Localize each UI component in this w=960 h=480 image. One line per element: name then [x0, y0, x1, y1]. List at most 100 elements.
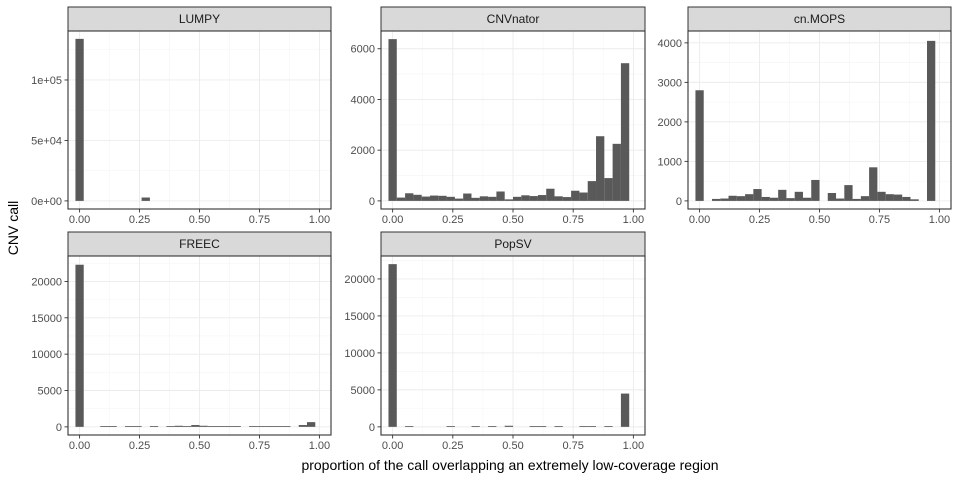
histogram-bar	[471, 426, 480, 427]
x-tick-label: 0.50	[809, 214, 830, 226]
histogram-bar	[529, 426, 538, 427]
histogram-bar	[529, 196, 538, 201]
y-tick-label: 4000	[351, 94, 375, 106]
histogram-bar	[479, 196, 489, 201]
histogram-bar	[108, 426, 117, 427]
y-tick-label: 20000	[344, 274, 375, 286]
y-tick-label: 1000	[658, 156, 682, 168]
x-axis-title: proportion of the call overlapping an ex…	[301, 457, 718, 473]
histogram-bar	[133, 426, 142, 427]
y-tick-label: 1e+05	[31, 75, 62, 87]
x-tick-label: 0.25	[749, 214, 770, 226]
histogram-bar	[496, 191, 505, 201]
x-tick-label: 0.75	[249, 440, 270, 452]
histogram-bar	[100, 426, 109, 427]
y-tick-label: 5000	[38, 386, 62, 398]
x-tick-label: 0.00	[689, 214, 710, 226]
facet-strip	[380, 6, 646, 32]
histogram-bar	[413, 194, 422, 201]
histogram-bar	[587, 426, 597, 427]
facet-strip	[67, 6, 332, 32]
histogram-bar	[396, 197, 406, 201]
x-tick-label: 0.50	[502, 214, 523, 226]
x-tick-label: 0.50	[502, 440, 523, 452]
histogram-bar	[720, 198, 729, 201]
histogram-bar	[265, 426, 274, 427]
x-tick-label: 0.75	[869, 214, 890, 226]
histogram-bar	[471, 197, 480, 201]
x-tick-label: 0.50	[189, 440, 210, 452]
histogram-bar	[307, 422, 316, 427]
histogram-bar	[579, 426, 588, 427]
histogram-bar	[554, 196, 563, 201]
histogram-bar	[488, 426, 497, 427]
histogram-bar	[149, 426, 159, 427]
x-tick-label: 1.00	[929, 214, 950, 226]
y-tick-label: 15000	[31, 313, 62, 325]
histogram-bar	[429, 195, 439, 201]
facet-panel-cn-mops: cn.MOPS 0.00 0.25 0.50 0.75 1.00 0 1000 2000 3000…	[658, 6, 952, 226]
histogram-bar	[761, 196, 770, 201]
histogram-bar	[852, 198, 861, 201]
histogram-bar	[298, 425, 308, 427]
histogram-bar	[794, 191, 803, 201]
histogram-bar	[454, 198, 464, 201]
y-tick-label: 0	[56, 422, 62, 434]
histogram-bar	[769, 197, 779, 201]
histogram-bar	[282, 426, 291, 427]
histogram-bar	[504, 199, 514, 201]
histogram-bar	[388, 39, 397, 201]
histogram-bar	[587, 181, 597, 201]
y-tick-label: 0	[369, 196, 375, 208]
y-tick-label: 5000	[351, 385, 375, 397]
histogram-bar	[562, 197, 572, 201]
histogram-bar	[125, 426, 134, 427]
histogram-bar	[612, 143, 621, 201]
y-tick-label: 2000	[658, 117, 682, 129]
histogram-bar	[786, 198, 795, 201]
x-tick-label: 0.25	[442, 440, 463, 452]
histogram-bar	[405, 426, 414, 427]
facet-panels: LUMPY 0.00 0.25 0.50 0.75 1.00 0e+00 5e+04 1e+05…	[31, 6, 952, 452]
x-tick-label: 0.25	[129, 440, 150, 452]
histogram-bar	[910, 199, 919, 201]
histogram-bar	[571, 190, 580, 201]
histogram-bar	[537, 195, 547, 201]
histogram-bar	[893, 194, 903, 201]
histogram-bar	[753, 189, 762, 201]
histogram-bar	[620, 393, 630, 427]
facet-panel-lumpy: LUMPY 0.00 0.25 0.50 0.75 1.00 0e+00 5e+04 1e+05	[31, 6, 332, 226]
histogram-bar	[869, 167, 878, 201]
y-tick-label: 10000	[344, 348, 375, 360]
histogram-bar	[191, 425, 200, 427]
histogram-bar	[860, 196, 870, 201]
histogram-bar	[504, 425, 514, 427]
x-tick-label: 0.75	[249, 214, 270, 226]
facet-panel-cnvnator: CNVnator 0.00 0.25 0.50 0.75 1.00 0 2000 4000 600…	[351, 6, 646, 226]
histogram-bar	[199, 425, 208, 427]
histogram-bar	[166, 426, 175, 427]
histogram-bar	[537, 426, 547, 427]
histogram-bar	[811, 179, 820, 201]
y-tick-label: 3000	[658, 77, 682, 89]
histogram-bar	[141, 197, 150, 201]
y-tick-label: 15000	[344, 311, 375, 323]
histogram-bar	[885, 194, 894, 201]
x-tick-label: 1.00	[309, 440, 330, 452]
y-tick-label: 5e+04	[31, 135, 62, 147]
histogram-bar	[927, 40, 936, 201]
histogram-bar	[728, 195, 737, 201]
histogram-bar	[604, 426, 613, 427]
facet-strip	[380, 231, 646, 257]
histogram-bar	[273, 426, 283, 427]
x-tick-label: 0.00	[382, 440, 403, 452]
histogram-bar	[224, 426, 233, 427]
histogram-bar	[836, 198, 845, 201]
histogram-bar	[488, 196, 497, 201]
y-tick-label: 2000	[351, 145, 375, 157]
histogram-bar	[405, 193, 414, 201]
histogram-bar	[902, 196, 911, 201]
x-tick-label: 1.00	[309, 214, 330, 226]
histogram-bar	[512, 196, 522, 201]
